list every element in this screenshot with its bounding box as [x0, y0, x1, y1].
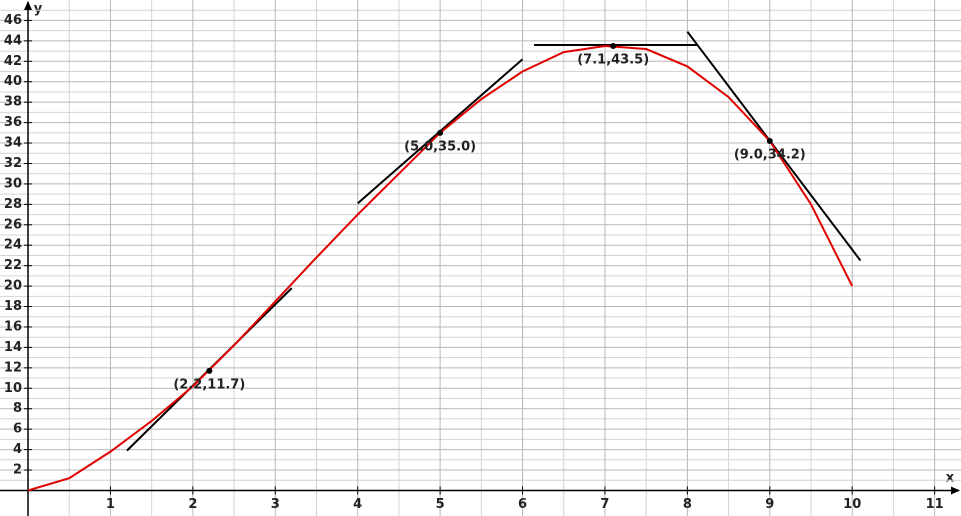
- y-tick-label: 44: [4, 33, 22, 48]
- y-tick-label: 24: [4, 238, 22, 253]
- y-tick-label: 40: [4, 74, 22, 89]
- y-tick-label: 26: [4, 217, 22, 232]
- y-tick-label: 4: [13, 442, 22, 457]
- y-tick-label: 14: [4, 340, 22, 355]
- y-tick-label: 30: [4, 176, 22, 191]
- point: [610, 42, 617, 49]
- x-tick-label: 1: [106, 497, 115, 512]
- y-tick-label: 32: [4, 156, 22, 171]
- y-tick-label: 36: [4, 115, 22, 130]
- x-tick-label: 11: [926, 497, 944, 512]
- y-axis-label: y: [34, 2, 43, 17]
- y-axis-arrow: [24, 1, 33, 10]
- y-tick-label: 18: [4, 299, 22, 314]
- x-tick-label: 3: [271, 497, 280, 512]
- x-tick-label: 5: [436, 497, 445, 512]
- y-tick-label: 42: [4, 54, 22, 69]
- point-label: (2.2,11.7): [173, 377, 245, 392]
- x-tick-label: 7: [600, 497, 609, 512]
- y-tick-label: 10: [4, 381, 22, 396]
- x-tick-label: 9: [765, 497, 774, 512]
- y-tick-label: 16: [4, 319, 22, 334]
- point-label: (5.0,35.0): [404, 139, 476, 154]
- y-tick-label: 6: [13, 422, 22, 437]
- x-tick-label: 2: [188, 497, 197, 512]
- x-tick-label: 10: [843, 497, 861, 512]
- y-tick-label: 34: [4, 136, 22, 151]
- x-axis-arrow: [951, 486, 960, 495]
- y-tick-label: 2: [13, 463, 22, 478]
- x-tick-label: 4: [353, 497, 362, 512]
- y-tick-label: 8: [13, 401, 22, 416]
- point-label: (7.1,43.5): [577, 52, 649, 67]
- point-label: (9.0,34.2): [734, 148, 806, 163]
- point: [437, 129, 444, 136]
- y-tick-label: 20: [4, 279, 22, 294]
- y-tick-label: 28: [4, 197, 22, 212]
- point: [766, 138, 773, 145]
- y-tick-label: 12: [4, 360, 22, 375]
- x-tick-label: 6: [518, 497, 527, 512]
- point: [206, 367, 213, 374]
- x-axis-label: x: [946, 471, 955, 486]
- y-tick-label: 38: [4, 95, 22, 110]
- x-tick-label: 8: [683, 497, 692, 512]
- y-tick-label: 46: [4, 13, 22, 28]
- y-tick-label: 22: [4, 258, 22, 273]
